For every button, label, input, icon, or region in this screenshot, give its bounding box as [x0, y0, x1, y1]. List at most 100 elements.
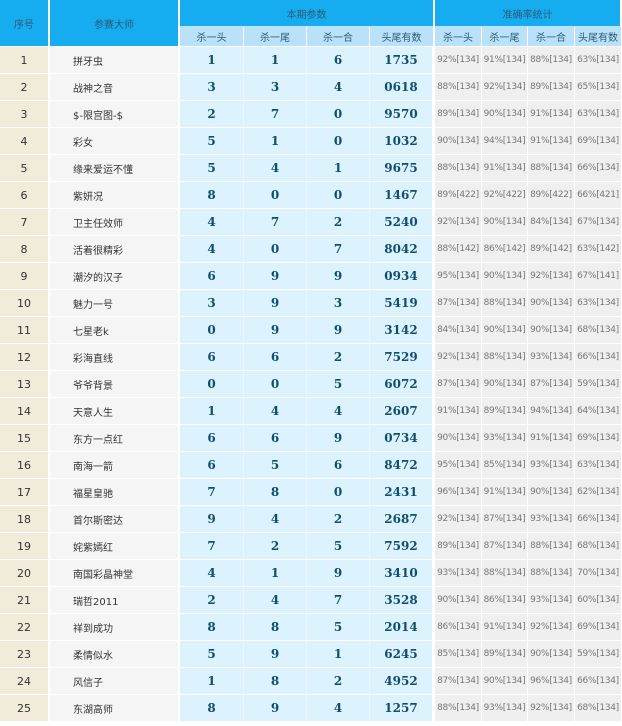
- table-row: 23 柔情似水 5 9 1 6245 85%[134] 89%[134] 90%[134] 59%…: [0, 641, 622, 668]
- accuracy-kill-head: 90%[134]: [435, 425, 482, 452]
- accuracy-kill-head: 87%[134]: [435, 371, 482, 398]
- accuracy-kill-tail: 88%[134]: [482, 290, 528, 317]
- current-head-tail: 8472: [370, 452, 435, 479]
- accuracy-kill-sum: 92%[134]: [528, 614, 575, 641]
- current-kill-head: 3: [180, 74, 244, 101]
- master-name: 紫妍况: [50, 182, 180, 209]
- accuracy-head-tail: 66%[134]: [575, 155, 622, 182]
- accuracy-head-tail: 63%[134]: [575, 452, 622, 479]
- row-index: 10: [0, 290, 50, 317]
- accuracy-kill-sum: 91%[134]: [528, 101, 575, 128]
- current-kill-head: 0: [180, 371, 244, 398]
- table-row: 16 南海一箭 6 5 6 8472 95%[134] 85%[134] 93%[134] 63%…: [0, 452, 622, 479]
- table-row: 21 瑞哲2011 2 4 7 3528 90%[134] 86%[134] 93%[134] 6…: [0, 587, 622, 614]
- current-head-tail: 1257: [370, 695, 435, 722]
- current-kill-tail: 1: [244, 128, 307, 155]
- current-head-tail: 6072: [370, 371, 435, 398]
- accuracy-kill-head: 89%[422]: [435, 182, 482, 209]
- current-kill-head: 6: [180, 344, 244, 371]
- table-row: 12 彩海直线 6 6 2 7529 92%[134] 88%[134] 93%[134] 66%…: [0, 344, 622, 371]
- table-row: 22 祥到成功 8 8 5 2014 86%[134] 91%[134] 92%[134] 69%…: [0, 614, 622, 641]
- current-kill-head: 8: [180, 695, 244, 722]
- accuracy-kill-sum: 89%[422]: [528, 182, 575, 209]
- current-kill-sum: 0: [307, 479, 370, 506]
- accuracy-kill-tail: 88%[134]: [482, 560, 528, 587]
- row-index: 11: [0, 317, 50, 344]
- accuracy-head-tail: 62%[134]: [575, 479, 622, 506]
- accuracy-kill-head: 89%[134]: [435, 101, 482, 128]
- current-head-tail: 0734: [370, 425, 435, 452]
- current-head-tail: 9675: [370, 155, 435, 182]
- accuracy-kill-sum: 89%[134]: [528, 74, 575, 101]
- accuracy-kill-sum: 93%[134]: [528, 506, 575, 533]
- master-name: 柔情似水: [50, 641, 180, 668]
- accuracy-kill-head: 92%[134]: [435, 344, 482, 371]
- current-kill-tail: 5: [244, 452, 307, 479]
- accuracy-kill-sum: 90%[134]: [528, 479, 575, 506]
- accuracy-kill-head: 95%[134]: [435, 452, 482, 479]
- current-kill-sum: 2: [307, 506, 370, 533]
- accuracy-head-tail: 64%[134]: [575, 398, 622, 425]
- accuracy-kill-tail: 91%[134]: [482, 614, 528, 641]
- current-kill-head: 7: [180, 533, 244, 560]
- accuracy-head-tail: 59%[134]: [575, 371, 622, 398]
- accuracy-head-tail: 66%[421]: [575, 182, 622, 209]
- accuracy-kill-tail: 85%[134]: [482, 452, 528, 479]
- accuracy-kill-head: 96%[134]: [435, 479, 482, 506]
- master-name: 活着很精彩: [50, 236, 180, 263]
- current-kill-tail: 9: [244, 263, 307, 290]
- table-row: 3 $-限宫图-$ 2 7 0 9570 89%[134] 90%[134] 91%[134] 6…: [0, 101, 622, 128]
- row-index: 7: [0, 209, 50, 236]
- current-head-tail: 3528: [370, 587, 435, 614]
- current-kill-tail: 9: [244, 317, 307, 344]
- master-name: 瑞哲2011: [50, 587, 180, 614]
- current-head-tail: 2431: [370, 479, 435, 506]
- accuracy-kill-tail: 90%[134]: [482, 263, 528, 290]
- master-name: 南海一箭: [50, 452, 180, 479]
- row-index: 15: [0, 425, 50, 452]
- master-name: 姹紫嫣红: [50, 533, 180, 560]
- row-index: 1: [0, 47, 50, 74]
- current-head-tail: 1467: [370, 182, 435, 209]
- current-kill-sum: 2: [307, 668, 370, 695]
- accuracy-kill-tail: 90%[134]: [482, 317, 528, 344]
- current-head-tail: 2687: [370, 506, 435, 533]
- table-row: 10 魅力一号 3 9 3 5419 87%[134] 88%[134] 90%[134] 63%…: [0, 290, 622, 317]
- row-index: 8: [0, 236, 50, 263]
- accuracy-kill-head: 86%[134]: [435, 614, 482, 641]
- current-head-tail: 8042: [370, 236, 435, 263]
- table-row: 18 首尔斯密达 9 4 2 2687 92%[134] 87%[134] 93%[134] 66…: [0, 506, 622, 533]
- row-index: 2: [0, 74, 50, 101]
- accuracy-kill-tail: 93%[134]: [482, 425, 528, 452]
- current-kill-sum: 7: [307, 587, 370, 614]
- accuracy-kill-tail: 87%[134]: [482, 533, 528, 560]
- accuracy-kill-tail: 89%[134]: [482, 398, 528, 425]
- master-name: 东湖高师: [50, 695, 180, 722]
- row-index: 20: [0, 560, 50, 587]
- accuracy-head-tail: 65%[134]: [575, 74, 622, 101]
- accuracy-kill-sum: 91%[134]: [528, 128, 575, 155]
- accuracy-kill-head: 92%[134]: [435, 506, 482, 533]
- table-row: 9 潮汐的汉子 6 9 9 0934 95%[134] 90%[134] 92%[134] 67%…: [0, 263, 622, 290]
- current-kill-sum: 4: [307, 695, 370, 722]
- row-index: 19: [0, 533, 50, 560]
- accuracy-kill-tail: 91%[134]: [482, 47, 528, 74]
- current-kill-tail: 9: [244, 290, 307, 317]
- master-name: 彩女: [50, 128, 180, 155]
- current-kill-sum: 1: [307, 155, 370, 182]
- current-head-tail: 9570: [370, 101, 435, 128]
- accuracy-kill-tail: 90%[134]: [482, 209, 528, 236]
- accuracy-kill-sum: 94%[134]: [528, 398, 575, 425]
- current-kill-tail: 6: [244, 425, 307, 452]
- current-kill-sum: 9: [307, 425, 370, 452]
- accuracy-kill-tail: 89%[134]: [482, 641, 528, 668]
- accuracy-kill-tail: 90%[134]: [482, 101, 528, 128]
- accuracy-kill-head: 88%[142]: [435, 236, 482, 263]
- current-kill-tail: 0: [244, 236, 307, 263]
- accuracy-kill-sum: 96%[134]: [528, 668, 575, 695]
- current-kill-sum: 7: [307, 236, 370, 263]
- current-kill-head: 5: [180, 155, 244, 182]
- current-kill-head: 3: [180, 290, 244, 317]
- accuracy-kill-head: 92%[134]: [435, 209, 482, 236]
